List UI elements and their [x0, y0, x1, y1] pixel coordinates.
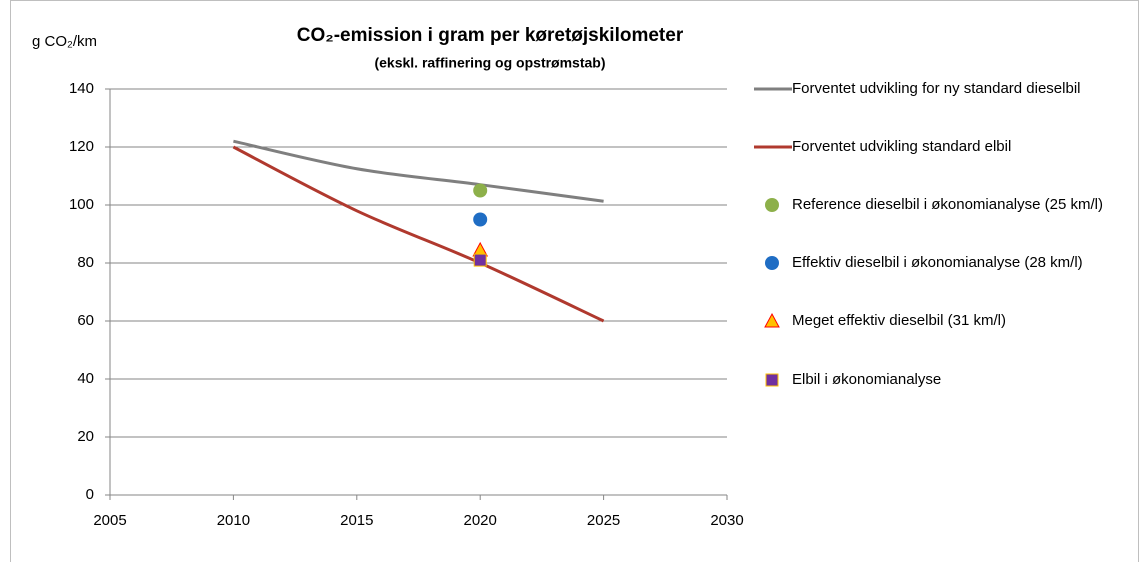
- x-tick-label: 2025: [587, 512, 620, 529]
- point: [473, 253, 487, 267]
- legend-label: Elbil i økonomianalyse: [792, 371, 942, 388]
- x-tick-label: 2015: [340, 512, 373, 529]
- y-tick-label: 100: [69, 196, 94, 213]
- x-tick-label: 2030: [710, 512, 743, 529]
- x-tick-label: 2020: [464, 512, 497, 529]
- y-tick-label: 20: [77, 428, 94, 445]
- point: [765, 198, 779, 212]
- y-tick-label: 0: [86, 486, 94, 503]
- y-tick-label: 120: [69, 138, 94, 155]
- legend-entry: Forventet udvikling standard elbil: [752, 136, 1122, 158]
- x-tick-label: 2010: [217, 512, 250, 529]
- legend-entry: Meget effektiv dieselbil (31 km/l): [752, 310, 1122, 332]
- legend-entry: Reference dieselbil i økonomianalyse (25…: [752, 194, 1122, 216]
- point: [765, 256, 779, 270]
- y-tick-label: 60: [77, 312, 94, 329]
- point: [764, 312, 780, 328]
- legend-entry: Effektiv dieselbil i økonomianalyse (28 …: [752, 252, 1122, 274]
- legend-key: [754, 87, 792, 91]
- legend-label: Forventet udvikling standard elbil: [792, 138, 1012, 155]
- chart-frame: [10, 0, 1139, 562]
- legend-key: [764, 312, 780, 328]
- y-tick-label: 80: [77, 254, 94, 271]
- legend-key: [765, 373, 779, 387]
- y-tick-label: 140: [69, 80, 94, 97]
- y-tick-label: 40: [77, 370, 94, 387]
- chart-title: CO₂-emission i gram per køretøjskilomete…: [297, 25, 684, 46]
- point: [765, 373, 779, 387]
- chart-subtitle: (ekskl. raffinering og opstrømstab): [374, 55, 605, 71]
- legend-label: Reference dieselbil i økonomianalyse (25…: [792, 196, 1103, 213]
- legend-key: [765, 256, 779, 270]
- legend-entry: Forventet udvikling for ny standard dies…: [752, 78, 1122, 100]
- y-axis-label: g CO₂/km: [32, 33, 97, 50]
- line: [232, 145, 605, 323]
- legend-key: [754, 145, 792, 149]
- point: [473, 212, 488, 227]
- legend-key: [765, 198, 779, 212]
- x-tick-label: 2005: [93, 512, 126, 529]
- point: [473, 183, 488, 198]
- legend-label: Forventet udvikling for ny standard dies…: [792, 80, 1081, 97]
- line: [233, 139, 604, 203]
- legend-entry: Elbil i økonomianalyse: [752, 369, 1122, 391]
- legend-label: Effektiv dieselbil i økonomianalyse (28 …: [792, 254, 1083, 271]
- legend-label: Meget effektiv dieselbil (31 km/l): [792, 312, 1006, 329]
